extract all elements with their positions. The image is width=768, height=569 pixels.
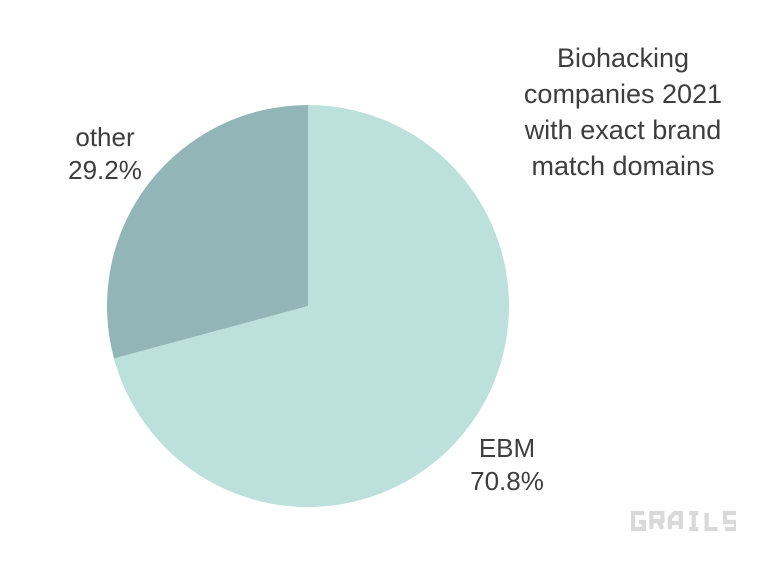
chart-title-line: Biohacking bbox=[556, 43, 690, 73]
slice-label-other-pct: 29.2% bbox=[68, 155, 142, 185]
logo-letter-I bbox=[689, 510, 699, 532]
logo-letter-G bbox=[630, 510, 647, 532]
chart-title: Biohacking companies 2021 with exact bra… bbox=[490, 40, 756, 184]
chart-title-line: match domains bbox=[531, 151, 715, 181]
slice-label-ebm: EBM 70.8% bbox=[441, 432, 573, 498]
pie-slice-EBM bbox=[113, 105, 509, 507]
slice-label-ebm-pct: 70.8% bbox=[470, 466, 544, 496]
grails-logo bbox=[630, 510, 736, 532]
logo-letter-A bbox=[667, 510, 683, 529]
chart-title-line: companies 2021 bbox=[523, 79, 723, 109]
pie-slice-other bbox=[107, 105, 308, 359]
slice-label-other: other 29.2% bbox=[39, 121, 171, 187]
chart-title-line: with exact brand bbox=[524, 115, 722, 145]
pie-chart bbox=[107, 105, 509, 507]
logo-letter-L bbox=[704, 513, 718, 532]
logo-letter-S bbox=[722, 510, 736, 532]
slice-label-other-name: other bbox=[75, 122, 135, 152]
logo-letter-R bbox=[649, 510, 665, 530]
slice-label-ebm-name: EBM bbox=[478, 433, 536, 463]
